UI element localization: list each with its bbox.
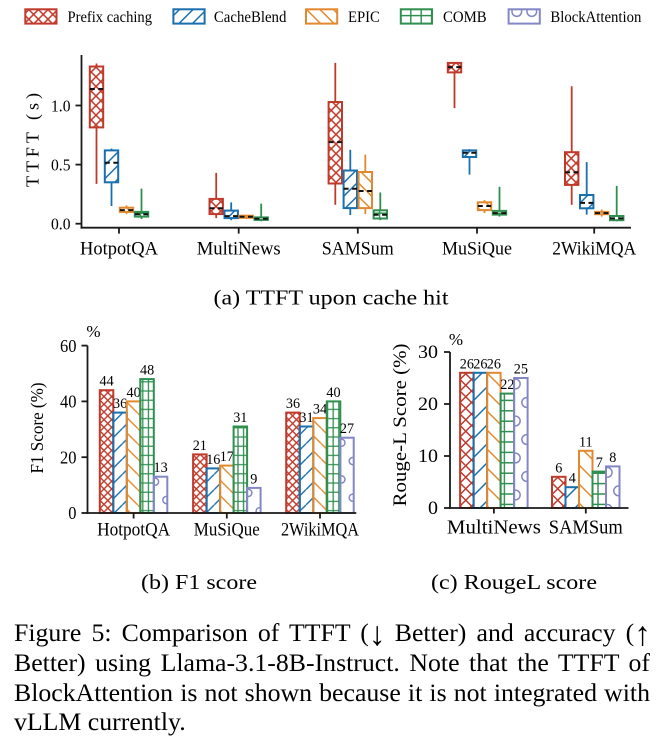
svg-text:34: 34 bbox=[313, 402, 327, 418]
svg-text:31: 31 bbox=[233, 410, 247, 426]
svg-text:6: 6 bbox=[555, 460, 562, 476]
svg-text:36: 36 bbox=[113, 396, 127, 412]
svg-text:SAMSum: SAMSum bbox=[549, 518, 623, 539]
svg-text:40: 40 bbox=[326, 385, 340, 401]
svg-text:2WikiMQA: 2WikiMQA bbox=[281, 520, 359, 541]
svg-text:60: 60 bbox=[60, 336, 77, 356]
svg-text:17: 17 bbox=[220, 449, 234, 465]
svg-text:COMB: COMB bbox=[443, 9, 487, 26]
svg-text:0: 0 bbox=[68, 503, 76, 523]
svg-text:30: 30 bbox=[418, 342, 438, 363]
svg-text:40: 40 bbox=[127, 385, 141, 401]
svg-text:MultiNews: MultiNews bbox=[197, 239, 281, 260]
svg-text:4: 4 bbox=[569, 471, 576, 487]
svg-text:20: 20 bbox=[60, 447, 77, 467]
svg-text:%: % bbox=[86, 322, 100, 341]
svg-text:(c) RougeL score: (c) RougeL score bbox=[431, 570, 597, 594]
svg-text:31: 31 bbox=[299, 410, 313, 426]
svg-text:11: 11 bbox=[579, 434, 593, 450]
svg-text:CacheBlend: CacheBlend bbox=[214, 9, 287, 26]
svg-text:8: 8 bbox=[609, 450, 616, 466]
svg-text:13: 13 bbox=[154, 460, 168, 476]
svg-text:(a) TTFT upon cache hit: (a) TTFT upon cache hit bbox=[214, 286, 449, 310]
svg-text:21: 21 bbox=[193, 438, 207, 454]
svg-text:22: 22 bbox=[500, 377, 514, 393]
svg-text:10: 10 bbox=[418, 446, 438, 467]
svg-text:0: 0 bbox=[428, 498, 438, 519]
svg-text:25: 25 bbox=[514, 362, 528, 378]
svg-text:26: 26 bbox=[487, 356, 501, 372]
svg-text:48: 48 bbox=[140, 363, 154, 379]
svg-text:EPIC: EPIC bbox=[348, 9, 380, 26]
svg-text:MultiNews: MultiNews bbox=[447, 518, 541, 539]
svg-text:26: 26 bbox=[460, 356, 474, 372]
svg-text:1.0: 1.0 bbox=[51, 97, 71, 116]
svg-text:7: 7 bbox=[596, 455, 603, 471]
svg-text:TTFT (s): TTFT (s) bbox=[23, 93, 44, 187]
svg-text:HotpotQA: HotpotQA bbox=[80, 239, 158, 260]
svg-text:2WikiMQA: 2WikiMQA bbox=[552, 239, 636, 260]
svg-text:0.5: 0.5 bbox=[51, 156, 71, 175]
svg-text:27: 27 bbox=[340, 421, 354, 437]
svg-text:26: 26 bbox=[473, 356, 487, 372]
svg-text:F1 Score (%): F1 Score (%) bbox=[27, 382, 47, 473]
svg-text:BlockAttention: BlockAttention bbox=[550, 9, 641, 26]
svg-text:9: 9 bbox=[250, 471, 257, 487]
svg-text:Rouge-L Score (%): Rouge-L Score (%) bbox=[390, 344, 411, 507]
svg-text:HotpotQA: HotpotQA bbox=[97, 520, 170, 541]
svg-text:36: 36 bbox=[286, 396, 300, 412]
svg-text:16: 16 bbox=[206, 452, 220, 468]
svg-text:0.0: 0.0 bbox=[51, 215, 71, 234]
svg-text:(b) F1 score: (b) F1 score bbox=[141, 570, 257, 594]
svg-text:SAMSum: SAMSum bbox=[322, 239, 394, 260]
svg-text:%: % bbox=[449, 330, 463, 349]
svg-text:44: 44 bbox=[100, 374, 114, 390]
svg-text:MuSiQue: MuSiQue bbox=[442, 239, 512, 260]
svg-text:40: 40 bbox=[60, 392, 77, 412]
svg-text:MuSiQue: MuSiQue bbox=[194, 520, 260, 541]
svg-text:20: 20 bbox=[418, 394, 438, 415]
svg-text:Prefix caching: Prefix caching bbox=[68, 9, 153, 26]
